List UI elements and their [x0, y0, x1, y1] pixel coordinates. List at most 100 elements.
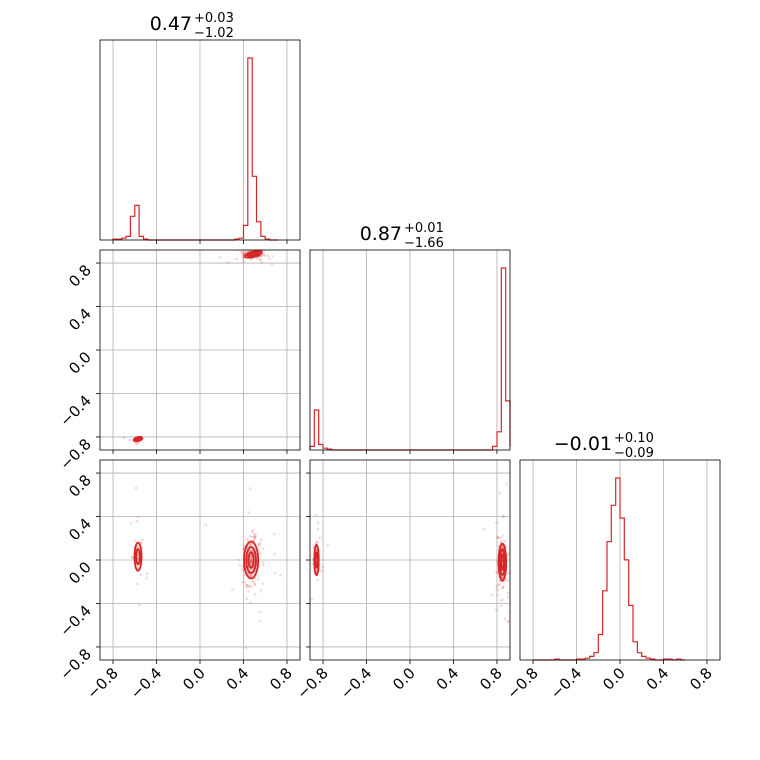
scatter-point — [249, 573, 252, 576]
scatter-point — [496, 593, 499, 597]
scatter-point — [134, 442, 138, 445]
panel-2-0-frame — [99, 459, 301, 661]
scatter-point — [277, 244, 280, 247]
scatter-point — [245, 250, 248, 253]
scatter-point — [243, 580, 247, 584]
scatter-point — [242, 547, 245, 550]
contour-level — [500, 553, 505, 571]
scatter-point — [506, 620, 510, 624]
scatter-point — [273, 571, 277, 575]
scatter-point — [316, 527, 320, 531]
scatter-point — [268, 257, 271, 261]
scatter-point — [250, 530, 254, 534]
scatter-point — [506, 579, 509, 582]
scatter-point — [240, 568, 244, 572]
panel-2-2-frame — [519, 459, 721, 661]
scatter-point — [245, 583, 248, 587]
scatter-point — [131, 556, 134, 559]
scatter-point — [501, 534, 505, 537]
scatter-point — [263, 254, 267, 257]
scatter-point — [271, 255, 275, 258]
scatter-point — [505, 483, 508, 486]
scatter-point — [250, 560, 254, 564]
frame-layer — [96, 39, 721, 664]
panel-2-2-xtick-label-0: −0.8 — [503, 664, 541, 702]
scatter-point — [246, 241, 249, 244]
scatter-point — [240, 250, 244, 254]
scatter-point — [247, 250, 251, 252]
scatter-point — [244, 646, 248, 650]
scatter-point — [507, 619, 510, 623]
scatter-point — [136, 582, 139, 586]
scatter-point — [242, 252, 246, 256]
scatter-point — [251, 529, 255, 532]
title-1-upper: +0.01 — [404, 221, 444, 236]
scatter-point — [254, 533, 257, 536]
scatter-point — [243, 573, 246, 577]
scatter-point — [261, 561, 265, 564]
panel-2-1-xtick-label-4: 0.8 — [476, 664, 506, 694]
scatter-point — [141, 538, 144, 542]
scatter-point — [310, 597, 314, 601]
contour-level — [249, 252, 258, 257]
scatter-point — [235, 257, 238, 261]
scatter-panel-1 — [129, 486, 282, 650]
scatter-point — [257, 574, 260, 578]
scatter-point — [245, 585, 248, 589]
panel-0-0-frame — [99, 39, 301, 241]
scatter-point — [259, 611, 262, 614]
scatter-point — [272, 533, 276, 536]
scatter-panel-0 — [122, 241, 280, 446]
panel-2-0-xtick-label-1: −0.4 — [127, 664, 165, 702]
scatter-point — [139, 541, 143, 545]
scatter-point — [218, 256, 221, 259]
scatter-point — [506, 553, 509, 557]
scatter-point — [250, 574, 253, 577]
scatter-point — [251, 579, 254, 583]
scatter-point — [315, 541, 319, 544]
scatter-point — [249, 560, 253, 564]
scatter-point — [496, 535, 499, 539]
scatter-point — [498, 583, 501, 586]
scatter-point — [260, 261, 263, 264]
scatter-point — [261, 582, 265, 586]
scatter-point — [496, 536, 500, 539]
title-1-value: 0.87 — [360, 223, 402, 245]
scatter-point — [136, 557, 140, 561]
scatter-point — [255, 257, 259, 260]
panel-1-0-ytick-label-3: 0.4 — [65, 305, 95, 335]
panel-2-1-xtick-label-1: −0.4 — [337, 664, 375, 702]
scatter-point — [243, 250, 247, 254]
scatter-point — [500, 540, 503, 543]
contour-level — [135, 548, 141, 566]
scatter-point — [250, 559, 253, 563]
scatter-point — [241, 253, 244, 256]
scatter-point — [259, 258, 263, 262]
scatter-point — [226, 261, 229, 264]
scatter-point — [130, 438, 134, 442]
scatter-point — [507, 595, 510, 599]
title-0-upper: +0.03 — [194, 11, 234, 26]
scatter-point — [137, 441, 140, 445]
scatter-point — [503, 580, 507, 583]
scatter-point — [482, 527, 486, 531]
scatter-point — [231, 588, 234, 591]
scatter-point — [315, 513, 318, 517]
scatter-point — [499, 536, 502, 539]
scatter-point — [249, 561, 252, 564]
scatter-point — [136, 554, 139, 557]
scatter-point — [131, 556, 134, 559]
scatter-point — [501, 575, 504, 579]
panel-2-0-xtick-label-2: 0.0 — [179, 664, 209, 694]
scatter-point — [261, 563, 265, 567]
scatter-point — [320, 570, 324, 573]
title-0-value: 0.47 — [150, 13, 192, 35]
scatter-point — [258, 552, 262, 555]
panel-2-0-xtick-label-4: 0.8 — [266, 664, 296, 694]
scatter-point — [135, 519, 139, 523]
panel-2-1-frame — [309, 459, 511, 661]
scatter-point — [249, 560, 253, 564]
scatter-point — [502, 516, 505, 519]
scatter-point — [316, 578, 320, 581]
scatter-point — [250, 557, 254, 561]
